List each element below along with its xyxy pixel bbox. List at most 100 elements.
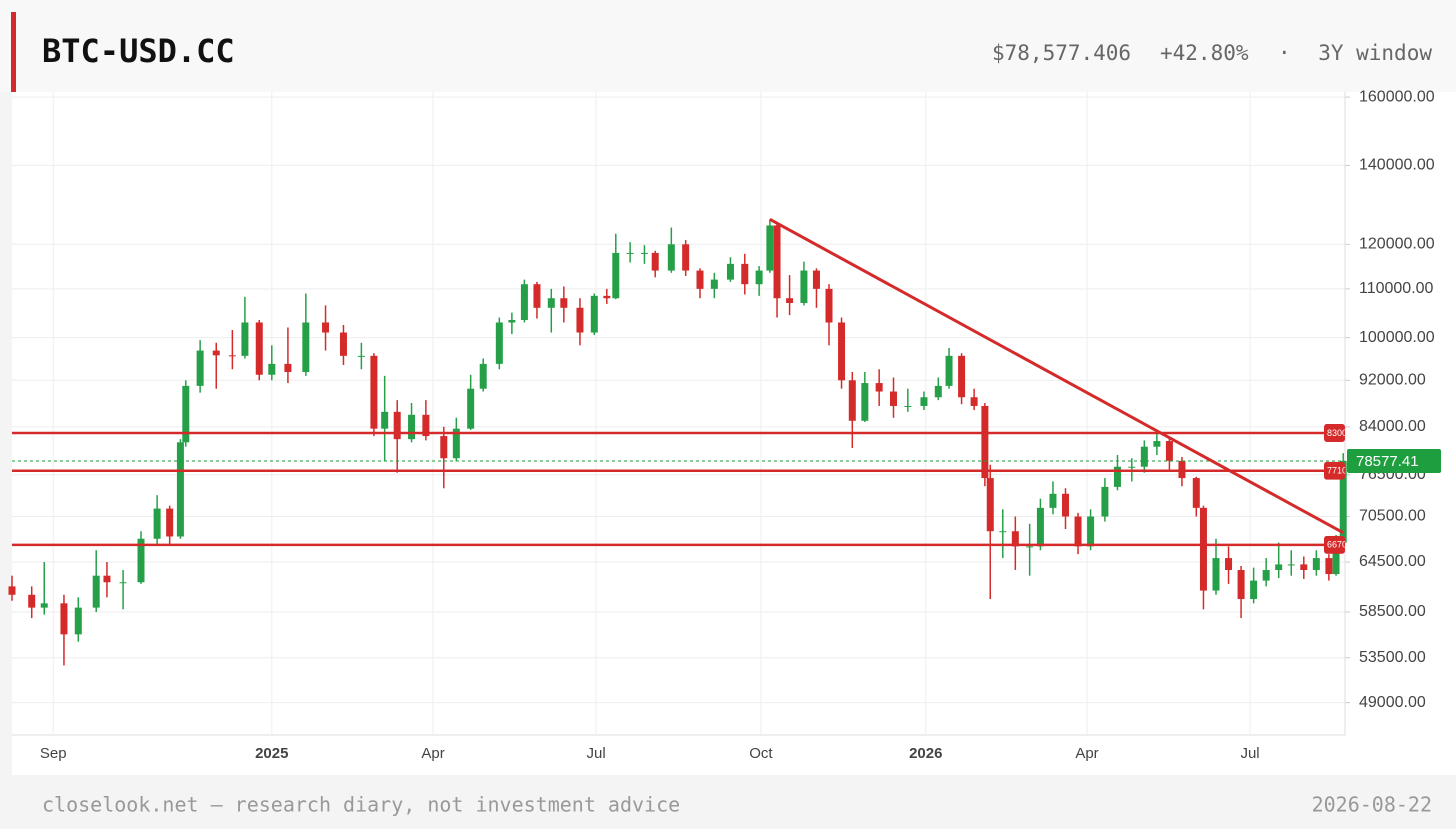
candle-body xyxy=(999,531,1007,533)
candle-body xyxy=(119,582,127,584)
candle-body xyxy=(196,350,204,386)
candle-body xyxy=(576,307,584,333)
candle-body xyxy=(508,320,516,323)
candle-body xyxy=(137,538,145,583)
candle-body xyxy=(393,411,401,440)
candle-body xyxy=(92,575,100,608)
candle-body xyxy=(1262,570,1270,581)
candle-body xyxy=(861,383,869,421)
candle-body xyxy=(640,252,648,254)
level-badge: 77100 xyxy=(1324,461,1352,480)
candle-body xyxy=(920,397,928,406)
candle-body xyxy=(710,279,718,289)
candle-body xyxy=(667,244,675,271)
candle-body xyxy=(8,586,16,595)
candle-body xyxy=(495,322,503,364)
candle-body xyxy=(1087,516,1095,547)
candle-body xyxy=(1225,558,1233,571)
candle-body xyxy=(612,252,620,299)
candle-body xyxy=(1049,493,1057,508)
accent-bar xyxy=(11,12,16,92)
candle-body xyxy=(825,288,833,323)
candle-body xyxy=(479,363,487,389)
candle-body xyxy=(1036,507,1044,547)
candle-body xyxy=(812,270,820,289)
candle-body xyxy=(28,594,36,608)
level-badge-label: 83000 xyxy=(1327,428,1352,438)
candle-body xyxy=(60,603,68,635)
candle-body xyxy=(1178,460,1186,479)
candle-body xyxy=(1192,478,1200,508)
x-tick-label: Jul xyxy=(1240,745,1259,762)
candle-body xyxy=(182,385,190,443)
level-badge-label: 77100 xyxy=(1327,466,1352,476)
candle-body xyxy=(1074,516,1082,547)
candle-body xyxy=(848,380,856,421)
candle-body xyxy=(981,405,989,479)
level-badge: 83000 xyxy=(1324,423,1352,442)
candle-body xyxy=(40,603,48,608)
candle-body xyxy=(741,263,749,285)
candle-body xyxy=(1212,558,1220,591)
y-tick-label: 100000.00 xyxy=(1359,329,1435,346)
candle-body xyxy=(682,244,690,271)
candle-body xyxy=(241,322,249,356)
y-tick-label: 92000.00 xyxy=(1359,372,1426,389)
candle-body xyxy=(153,508,161,539)
x-tick-label: Apr xyxy=(1075,745,1098,762)
candle-body xyxy=(560,298,568,308)
candle-body xyxy=(986,478,994,532)
candle-body xyxy=(958,355,966,398)
candle-body xyxy=(1153,441,1161,447)
candle-body xyxy=(284,363,292,373)
x-tick-label: Jul xyxy=(586,745,605,762)
candle-body xyxy=(166,508,174,537)
candle-body xyxy=(1101,486,1109,517)
candle-body xyxy=(370,355,378,429)
candle-body xyxy=(1312,558,1320,571)
candle-body xyxy=(904,405,912,407)
candle-body xyxy=(1339,460,1347,543)
y-tick-label: 58500.00 xyxy=(1359,603,1426,620)
candle-body xyxy=(786,298,794,303)
candle-body xyxy=(322,322,330,333)
candle-body xyxy=(520,284,528,321)
candle-body xyxy=(302,322,310,373)
candle-body xyxy=(1011,531,1019,547)
candle-body xyxy=(590,295,598,333)
level-badge-bg xyxy=(1324,423,1345,442)
candle-body xyxy=(875,383,883,392)
candle-body xyxy=(1113,466,1121,487)
y-tick-label: 64500.00 xyxy=(1359,553,1426,570)
candle-body xyxy=(970,397,978,406)
y-tick-label: 70500.00 xyxy=(1359,508,1426,525)
candle-body xyxy=(228,355,236,357)
y-tick-label: 110000.00 xyxy=(1359,280,1434,297)
level-badge: 66700 xyxy=(1324,535,1345,554)
x-tick-label: 2025 xyxy=(255,745,288,762)
candle-body xyxy=(603,295,611,299)
y-tick-label: 49000.00 xyxy=(1359,694,1426,711)
candle-body xyxy=(890,391,897,406)
x-tick-label: Oct xyxy=(749,745,773,762)
footer-note: closelook.net — research diary, not inve… xyxy=(42,793,680,817)
candle-body xyxy=(1140,446,1148,467)
ticker-title: BTC-USD.CC xyxy=(42,32,235,70)
candle-body xyxy=(1237,570,1245,600)
candles xyxy=(8,219,1347,666)
candle-body xyxy=(74,607,82,635)
candle-body xyxy=(800,270,808,303)
candle-body xyxy=(838,322,846,381)
candle-body xyxy=(339,332,347,356)
window: 3Y window xyxy=(1318,41,1432,65)
candle-body xyxy=(212,350,220,356)
separator: · xyxy=(1278,41,1291,65)
x-tick-label: Apr xyxy=(421,745,444,762)
candle-body xyxy=(255,322,263,375)
candle-body xyxy=(626,252,634,254)
last-price-badge xyxy=(1347,448,1441,473)
y-tick-label: 120000.00 xyxy=(1359,236,1435,253)
grid xyxy=(12,92,1345,735)
y-tick-label: 140000.00 xyxy=(1359,157,1435,174)
